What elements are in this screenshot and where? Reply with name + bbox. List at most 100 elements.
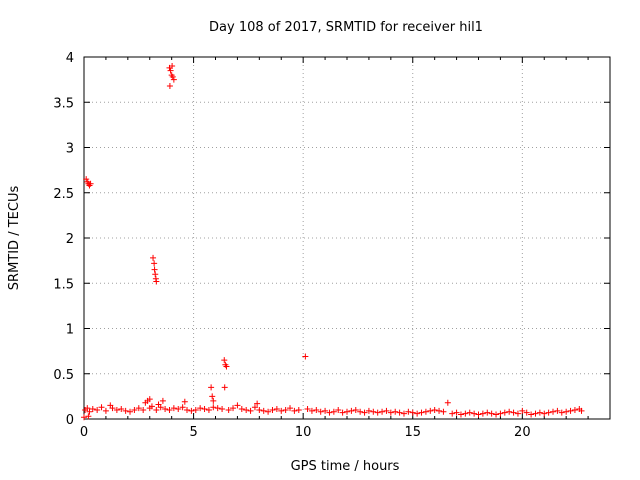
data-point: [201, 406, 208, 413]
data-point: [278, 407, 285, 414]
y-tick-label: 1: [66, 323, 74, 338]
data-point: [169, 73, 176, 80]
data-point: [251, 404, 258, 411]
data-point: [422, 408, 429, 415]
data-point: [302, 353, 309, 360]
data-point: [179, 404, 186, 411]
data-point: [427, 407, 434, 414]
data-point: [140, 406, 147, 413]
data-point: [326, 409, 333, 416]
data-point: [532, 410, 539, 417]
data-point: [152, 271, 159, 278]
data-point: [322, 407, 329, 414]
data-point: [157, 404, 164, 411]
data-point: [519, 407, 526, 414]
data-point: [247, 407, 254, 414]
data-point: [488, 410, 495, 417]
data-point: [352, 406, 359, 413]
data-point: [260, 407, 267, 414]
data-point: [85, 413, 92, 420]
data-point: [370, 408, 377, 415]
y-tick-label: 1.5: [53, 277, 74, 292]
data-point: [83, 176, 90, 183]
data-point: [282, 406, 289, 413]
data-point: [444, 399, 451, 406]
data-point: [431, 406, 438, 413]
chart-title: Day 108 of 2017, SRMTID for receiver hil…: [209, 20, 483, 35]
data-point: [150, 254, 157, 261]
data-point: [466, 409, 473, 416]
data-point: [497, 410, 504, 417]
data-point: [357, 408, 364, 415]
data-point: [118, 406, 125, 413]
data-point: [256, 406, 263, 413]
x-tick-label: 10: [295, 425, 312, 440]
data-point: [374, 409, 381, 416]
data-point: [571, 406, 578, 413]
data-point: [365, 407, 372, 414]
data-point: [269, 406, 276, 413]
data-point: [192, 406, 199, 413]
y-tick-label: 2.5: [53, 187, 74, 202]
data-point: [221, 384, 228, 391]
axis-ticks: 0 5 10 15 20 0 0.5 1 1.5 2 2.5 3 3.5 4: [53, 51, 610, 440]
data-point: [317, 408, 324, 415]
data-point: [122, 407, 129, 414]
y-tick-label: 2: [66, 232, 74, 247]
data-point: [87, 180, 94, 187]
data-point: [94, 406, 101, 413]
data-point: [462, 410, 469, 417]
data-point: [265, 408, 272, 415]
data-point: [436, 407, 443, 414]
data-point: [550, 408, 557, 415]
data-point: [506, 408, 513, 415]
data-point: [457, 411, 464, 418]
data-point: [254, 400, 261, 407]
data-point: [510, 409, 517, 416]
data-point: [197, 405, 204, 412]
data-point: [541, 410, 548, 417]
data-point: [484, 409, 491, 416]
data-point: [86, 408, 93, 415]
data-point: [554, 407, 561, 414]
data-point: [348, 407, 355, 414]
data-point: [383, 407, 390, 414]
data-point: [405, 408, 412, 415]
data-point: [223, 363, 230, 370]
y-tick-label: 0.5: [53, 368, 74, 383]
data-point: [379, 408, 386, 415]
data-point: [127, 408, 134, 415]
data-point: [545, 409, 552, 416]
x-tick-label: 5: [189, 425, 197, 440]
data-point: [234, 402, 241, 409]
data-point: [335, 406, 342, 413]
data-point: [501, 409, 508, 416]
data-point: [148, 403, 155, 410]
x-axis-label: GPS time / hours: [291, 459, 400, 474]
data-point: [210, 397, 217, 404]
data-point: [528, 411, 535, 418]
data-point: [81, 414, 87, 421]
data-point: [471, 410, 478, 417]
data-point: [89, 406, 96, 413]
data-point: [339, 409, 346, 416]
data-point: [210, 404, 217, 411]
data-point: [109, 405, 116, 412]
x-tick-label: 0: [80, 425, 88, 440]
data-point: [230, 405, 237, 412]
data-point: [84, 405, 91, 412]
data-point: [291, 407, 298, 414]
data-point: [449, 410, 456, 417]
data-point: [153, 406, 160, 413]
x-tick-label: 20: [514, 425, 531, 440]
y-tick-label: 3: [66, 142, 74, 157]
data-point: [273, 406, 280, 413]
data-point: [418, 409, 425, 416]
data-point: [166, 82, 173, 89]
data-point: [287, 405, 294, 412]
data-point: [146, 396, 153, 403]
y-tick-label: 4: [66, 51, 74, 66]
data-point: [102, 407, 109, 414]
data-point: [184, 406, 191, 413]
